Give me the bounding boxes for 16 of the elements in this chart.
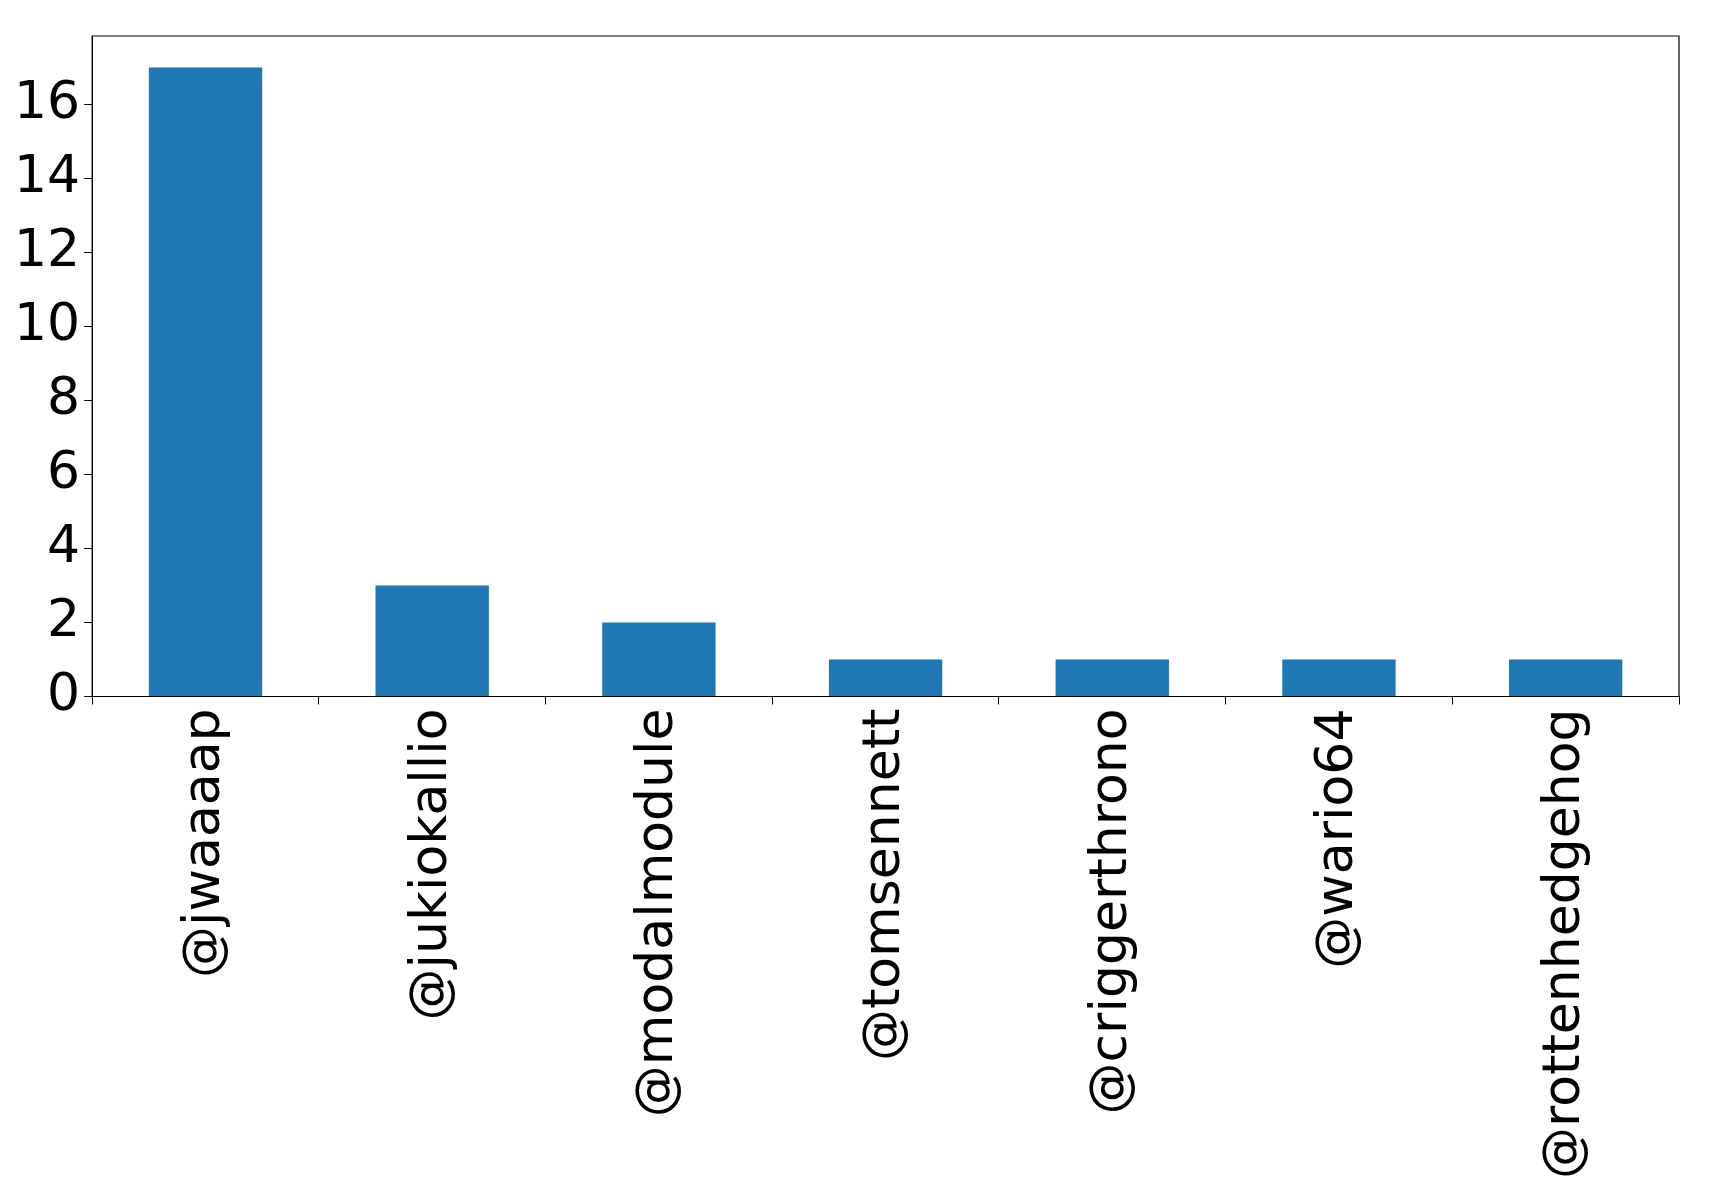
y-tick-label: 6 [47,439,81,500]
x-tick-label: @rottenhedgehog [1531,708,1592,1179]
y-tick-label: 0 [47,662,81,722]
y-tick-label: 12 [14,217,81,278]
y-tick-label: 8 [47,365,81,426]
y-tick-label: 4 [47,513,81,574]
x-tick-label: @criggerthrono [1077,708,1138,1115]
x-tick-label: @modalmodule [624,708,685,1118]
y-tick-label: 16 [14,69,81,130]
x-tick-label: @tomsennett [851,708,912,1062]
x-tick-label: @jukiokallio [397,708,458,1021]
y-tick-label: 2 [47,588,81,648]
x-tick-label: @wario64 [1304,708,1365,969]
y-tick-label: 14 [14,143,81,204]
y-tick-label: 10 [14,291,81,352]
x-tick-label: @jwaaaap [171,708,232,978]
